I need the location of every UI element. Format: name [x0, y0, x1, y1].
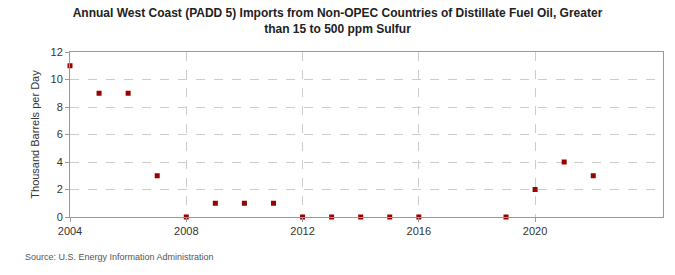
- svg-text:2004: 2004: [58, 225, 82, 237]
- svg-text:10: 10: [51, 73, 63, 85]
- svg-text:0: 0: [57, 211, 63, 223]
- svg-text:4: 4: [57, 156, 63, 168]
- svg-text:12: 12: [51, 46, 63, 58]
- svg-text:Source: U.S. Energy Informatio: Source: U.S. Energy Information Administ…: [25, 252, 214, 262]
- svg-text:2020: 2020: [523, 225, 547, 237]
- svg-text:Annual West Coast (PADD 5) Imp: Annual West Coast (PADD 5) Imports from …: [73, 6, 603, 36]
- svg-text:2008: 2008: [174, 225, 198, 237]
- svg-text:2: 2: [57, 183, 63, 195]
- svg-text:6: 6: [57, 128, 63, 140]
- svg-text:8: 8: [57, 101, 63, 113]
- svg-text:2012: 2012: [290, 225, 314, 237]
- svg-text:Thousand Barrels per Day: Thousand Barrels per Day: [29, 70, 41, 199]
- svg-text:2016: 2016: [407, 225, 431, 237]
